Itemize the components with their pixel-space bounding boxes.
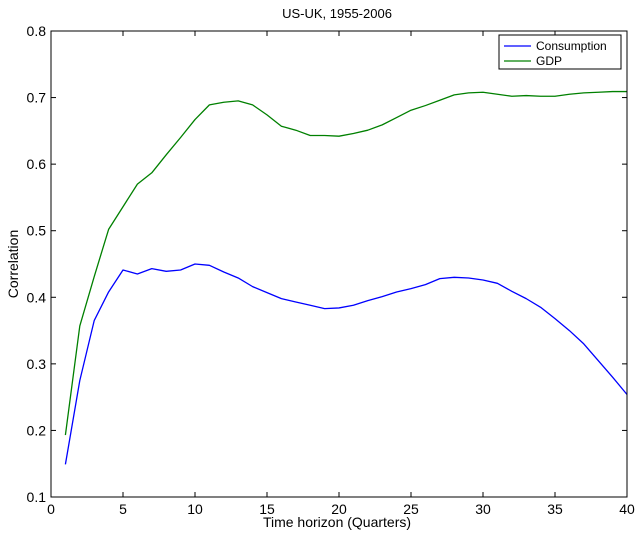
x-tick-label: 20 [331,501,347,517]
x-axis-label: Time horizon (Quarters) [263,514,411,530]
y-tick-label: 0.5 [27,223,47,239]
series-line-consumption [64,263,628,465]
y-tick-label: 0.3 [27,356,47,372]
y-tick-label: 0.7 [27,90,47,106]
ticks-layer: 0 5 10 15 20 25 30 35 40 0.1 0.2 0.3 0.4 0.5 0.6 0.7 0.8 [27,23,635,517]
x-tick-label: 35 [547,501,563,517]
legend-box [498,34,622,70]
y-tick-label: 0.4 [27,289,47,305]
series-layer [64,90,628,465]
x-tick-label: 40 [619,501,635,517]
x-tick-label: 5 [119,501,127,517]
x-tick-label: 10 [187,501,203,517]
y-tick-label: 0.1 [27,489,47,505]
series-line-gdp [64,90,627,436]
x-tick-label: 15 [259,501,275,517]
legend-label-gdp: GDP [536,54,562,68]
plot-area [51,31,627,497]
y-tick-label: 0.2 [27,422,47,438]
legend-label-consumption: Consumption [536,39,607,53]
chart-title: US-UK, 1955-2006 [282,6,392,21]
x-tick-label: 25 [403,501,419,517]
x-tick-label: 0 [47,501,55,517]
y-tick-label: 0.6 [27,156,47,172]
x-tick-label: 30 [475,501,491,517]
y-axis-label: Correlation [5,230,21,298]
y-tick-label: 0.8 [27,23,47,39]
